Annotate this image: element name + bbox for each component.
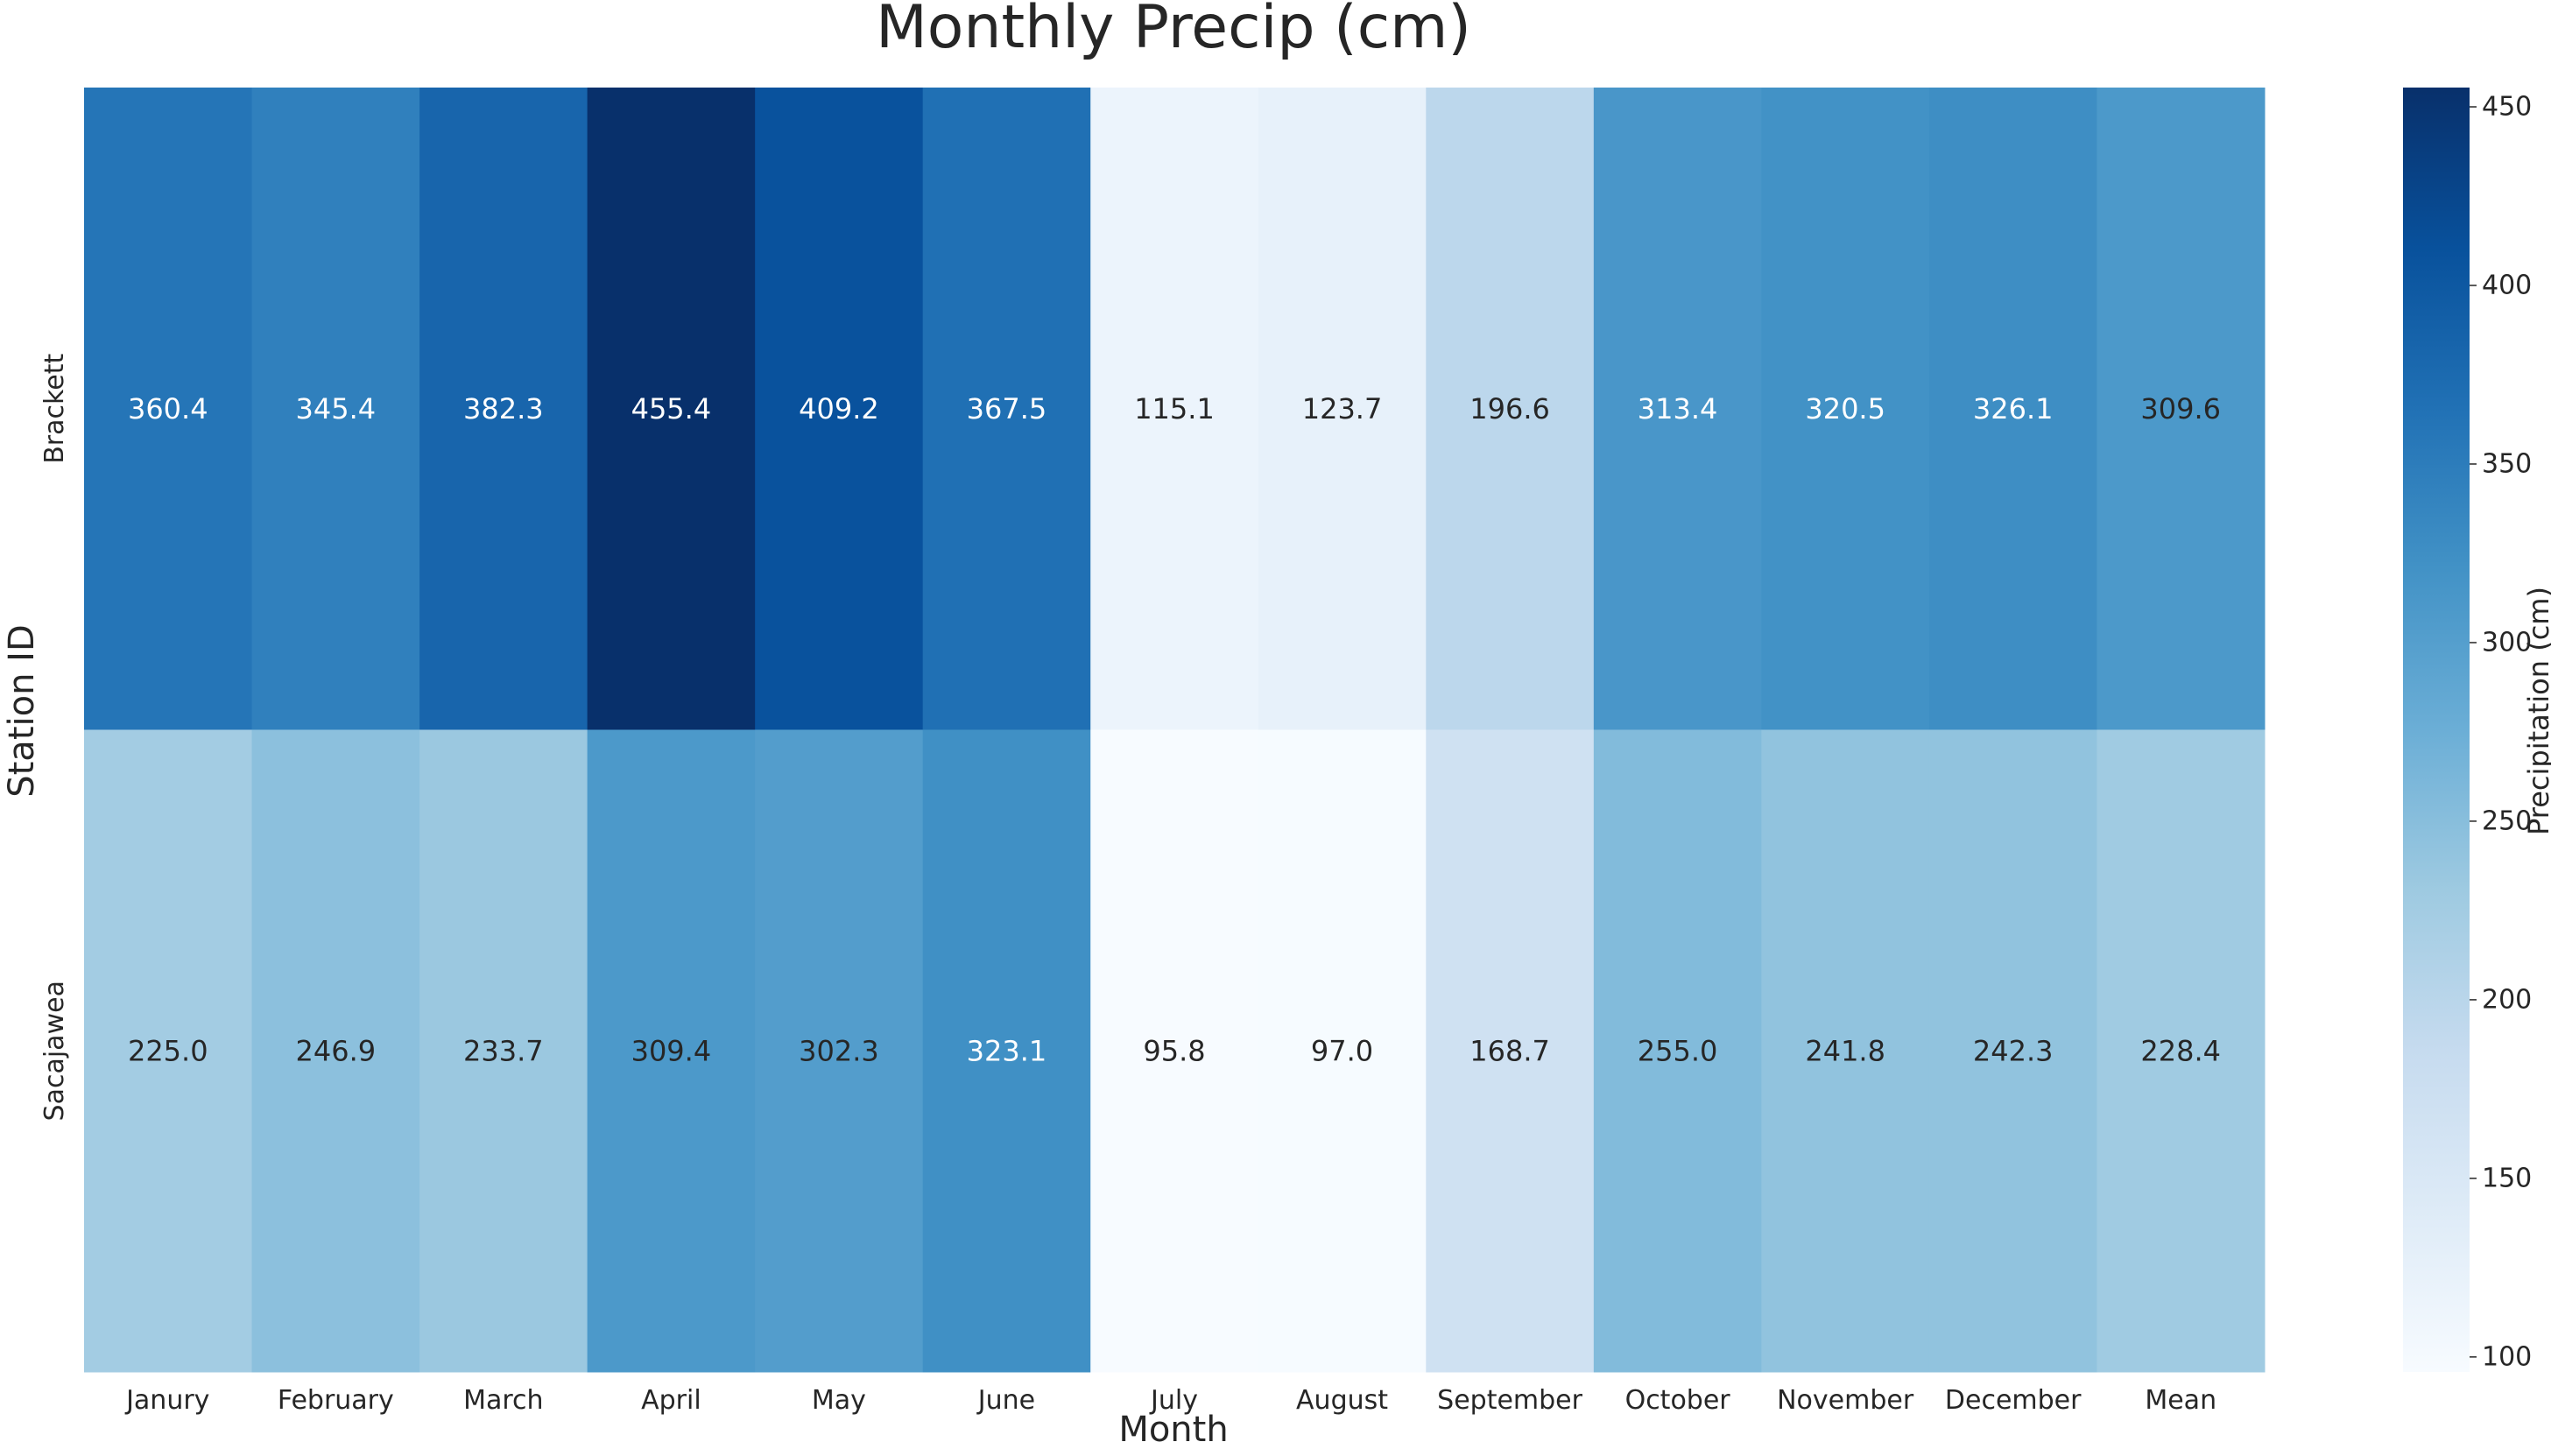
cell-value-label: 320.5: [1805, 392, 1885, 426]
heatmap-cell: [84, 88, 253, 730]
colorbar-ticks: 100 150 200 250 300 350 400 450: [2470, 92, 2532, 1372]
heatmap-cell: [1761, 88, 1930, 730]
cell-value-label: 367.5: [967, 392, 1047, 426]
x-tick-label: December: [1945, 1385, 2082, 1416]
cell-value-label: 196.6: [1469, 392, 1550, 426]
cell-value-label: 123.7: [1302, 392, 1383, 426]
heatmap-cell: [1258, 729, 1427, 1373]
cell-value-label: 255.0: [1638, 1034, 1718, 1067]
heatmap-cell: [587, 88, 756, 730]
heatmap-cell: [2096, 88, 2266, 730]
heatmap-cell: [251, 729, 420, 1373]
colorbar: 100 150 200 250 300 350 400 450 Precipitation (…: [2403, 88, 2551, 1372]
colorbar-label: Precipitation (cm): [2522, 587, 2551, 835]
heatmap-cell: [1593, 729, 1762, 1373]
colorbar-tick-label: 350: [2482, 448, 2532, 479]
colorbar-tick-label: 400: [2482, 271, 2532, 301]
cell-value-label: 302.3: [799, 1034, 879, 1067]
cell-value-label: 309.4: [631, 1034, 712, 1067]
cell-value-label: 228.4: [2140, 1034, 2221, 1067]
colorbar-tick-label: 300: [2482, 627, 2532, 658]
heatmap-cell: [922, 88, 1091, 730]
cell-value-label: 241.8: [1805, 1034, 1885, 1067]
cell-value-label: 455.4: [631, 392, 712, 426]
cell-value-label: 115.1: [1134, 392, 1215, 426]
heatmap-cell: [1928, 729, 2097, 1373]
y-tick-label: Sacajawea: [39, 981, 70, 1121]
heatmap-cell: [1928, 88, 2097, 730]
heatmap-cell: [2096, 729, 2266, 1373]
colorbar-tick-label: 450: [2482, 92, 2532, 123]
colorbar-gradient: [2403, 88, 2470, 1372]
cell-value-label: 168.7: [1469, 1034, 1550, 1067]
heatmap-cell: [1426, 88, 1595, 730]
cell-value-label: 246.9: [296, 1034, 377, 1067]
y-axis-ticks: Brackett Sacajawea: [39, 353, 70, 1121]
x-tick-label: June: [976, 1385, 1035, 1416]
heatmap-cell: [84, 729, 253, 1373]
heatmap-cell: [1593, 88, 1762, 730]
cell-value-label: 360.4: [128, 392, 208, 426]
x-axis-ticks: Janury February March April May June July Augus…: [124, 1385, 2216, 1416]
heatmap-annotations: 360.4 345.4 382.3 455.4 409.2 367.5 115.1 123.7…: [128, 392, 2221, 1068]
x-tick-label: September: [1437, 1385, 1582, 1416]
colorbar-tick-label: 200: [2482, 984, 2532, 1015]
cell-value-label: 95.8: [1143, 1034, 1205, 1067]
heatmap-cell: [251, 88, 420, 730]
heatmap-cell: [419, 88, 588, 730]
colorbar-tick-label: 100: [2482, 1341, 2532, 1372]
cell-value-label: 323.1: [967, 1034, 1047, 1067]
x-tick-label: Mean: [2145, 1385, 2216, 1416]
y-tick-label: Brackett: [39, 353, 70, 463]
heatmap-cell: [755, 729, 924, 1373]
cell-value-label: 225.0: [128, 1034, 208, 1067]
cell-value-label: 233.7: [463, 1034, 544, 1067]
heatmap-cell: [1090, 88, 1259, 730]
x-tick-label: November: [1777, 1385, 1914, 1416]
heatmap-cell: [1090, 729, 1259, 1373]
x-tick-label: Janury: [124, 1385, 209, 1416]
heatmap-cells: [84, 88, 2266, 1373]
heatmap-cell: [755, 88, 924, 730]
x-tick-label: August: [1296, 1385, 1388, 1416]
x-tick-label: July: [1149, 1385, 1198, 1416]
heatmap-cell: [587, 729, 756, 1373]
heatmap-cell: [1761, 729, 1930, 1373]
cell-value-label: 309.6: [2140, 392, 2221, 426]
cell-value-label: 313.4: [1638, 392, 1718, 426]
cell-value-label: 382.3: [463, 392, 544, 426]
chart-title: Monthly Precip (cm): [876, 0, 1471, 62]
colorbar-tick-label: 150: [2482, 1163, 2532, 1193]
heatmap-cell: [419, 729, 588, 1373]
x-tick-label: March: [463, 1385, 543, 1416]
cell-value-label: 326.1: [1973, 392, 2054, 426]
cell-value-label: 345.4: [296, 392, 377, 426]
heatmap-cell: [1258, 88, 1427, 730]
x-tick-label: October: [1625, 1385, 1731, 1416]
colorbar-tick-label: 250: [2482, 805, 2532, 836]
cell-value-label: 409.2: [799, 392, 879, 426]
x-tick-label: February: [278, 1385, 394, 1416]
x-axis-label: Month: [1118, 1410, 1228, 1450]
x-tick-label: April: [641, 1385, 701, 1416]
x-tick-label: May: [812, 1385, 866, 1416]
heatmap-cell: [922, 729, 1091, 1373]
cell-value-label: 97.0: [1311, 1034, 1373, 1067]
y-axis-label: Station ID: [2, 624, 42, 798]
heatmap-cell: [1426, 729, 1595, 1373]
cell-value-label: 242.3: [1973, 1034, 2054, 1067]
